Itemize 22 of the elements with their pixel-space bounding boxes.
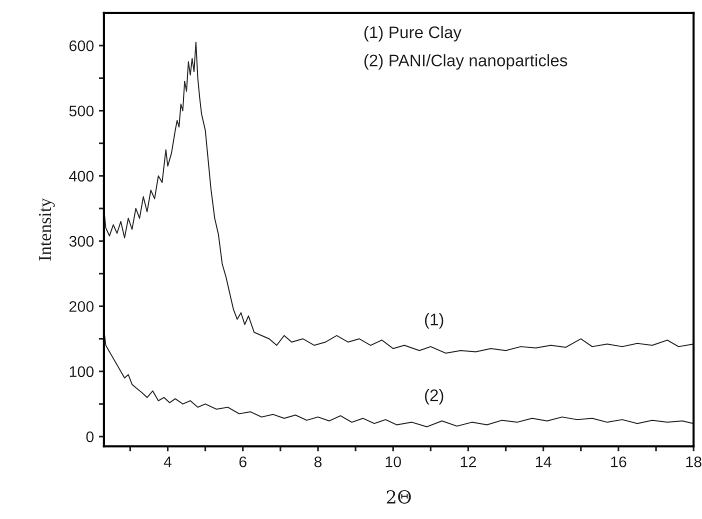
- y-tick-label: 200: [69, 301, 94, 312]
- y-tick-label: 300: [69, 236, 94, 247]
- x-tick-label: 14: [536, 456, 552, 468]
- y-tick-label: 100: [70, 366, 94, 378]
- y-tick-label: 500: [69, 106, 94, 116]
- annotation: (2): [424, 388, 444, 405]
- x-tick-label: 6: [239, 456, 246, 468]
- y-tick-label: 600: [69, 40, 94, 52]
- x-tick-label: 12: [460, 456, 476, 468]
- x-axis-title: 2Θ: [386, 490, 411, 504]
- x-tick-label: 10: [386, 456, 401, 468]
- x-tick-label: 18: [686, 456, 702, 468]
- y-axis-title: Intensity: [38, 198, 55, 261]
- line-series: [104, 42, 694, 354]
- annotation: (2) PANI/Clay nanoparticles: [364, 54, 568, 70]
- x-tick-label: 4: [164, 456, 172, 468]
- y-tick-label: 400: [69, 170, 94, 182]
- x-tick-label: 8: [314, 456, 322, 468]
- annotation: (1): [424, 313, 444, 329]
- y-tick-label: 0: [86, 431, 94, 442]
- annotation: (1) Pure Clay: [364, 26, 462, 42]
- x-tick-label: 16: [611, 456, 626, 468]
